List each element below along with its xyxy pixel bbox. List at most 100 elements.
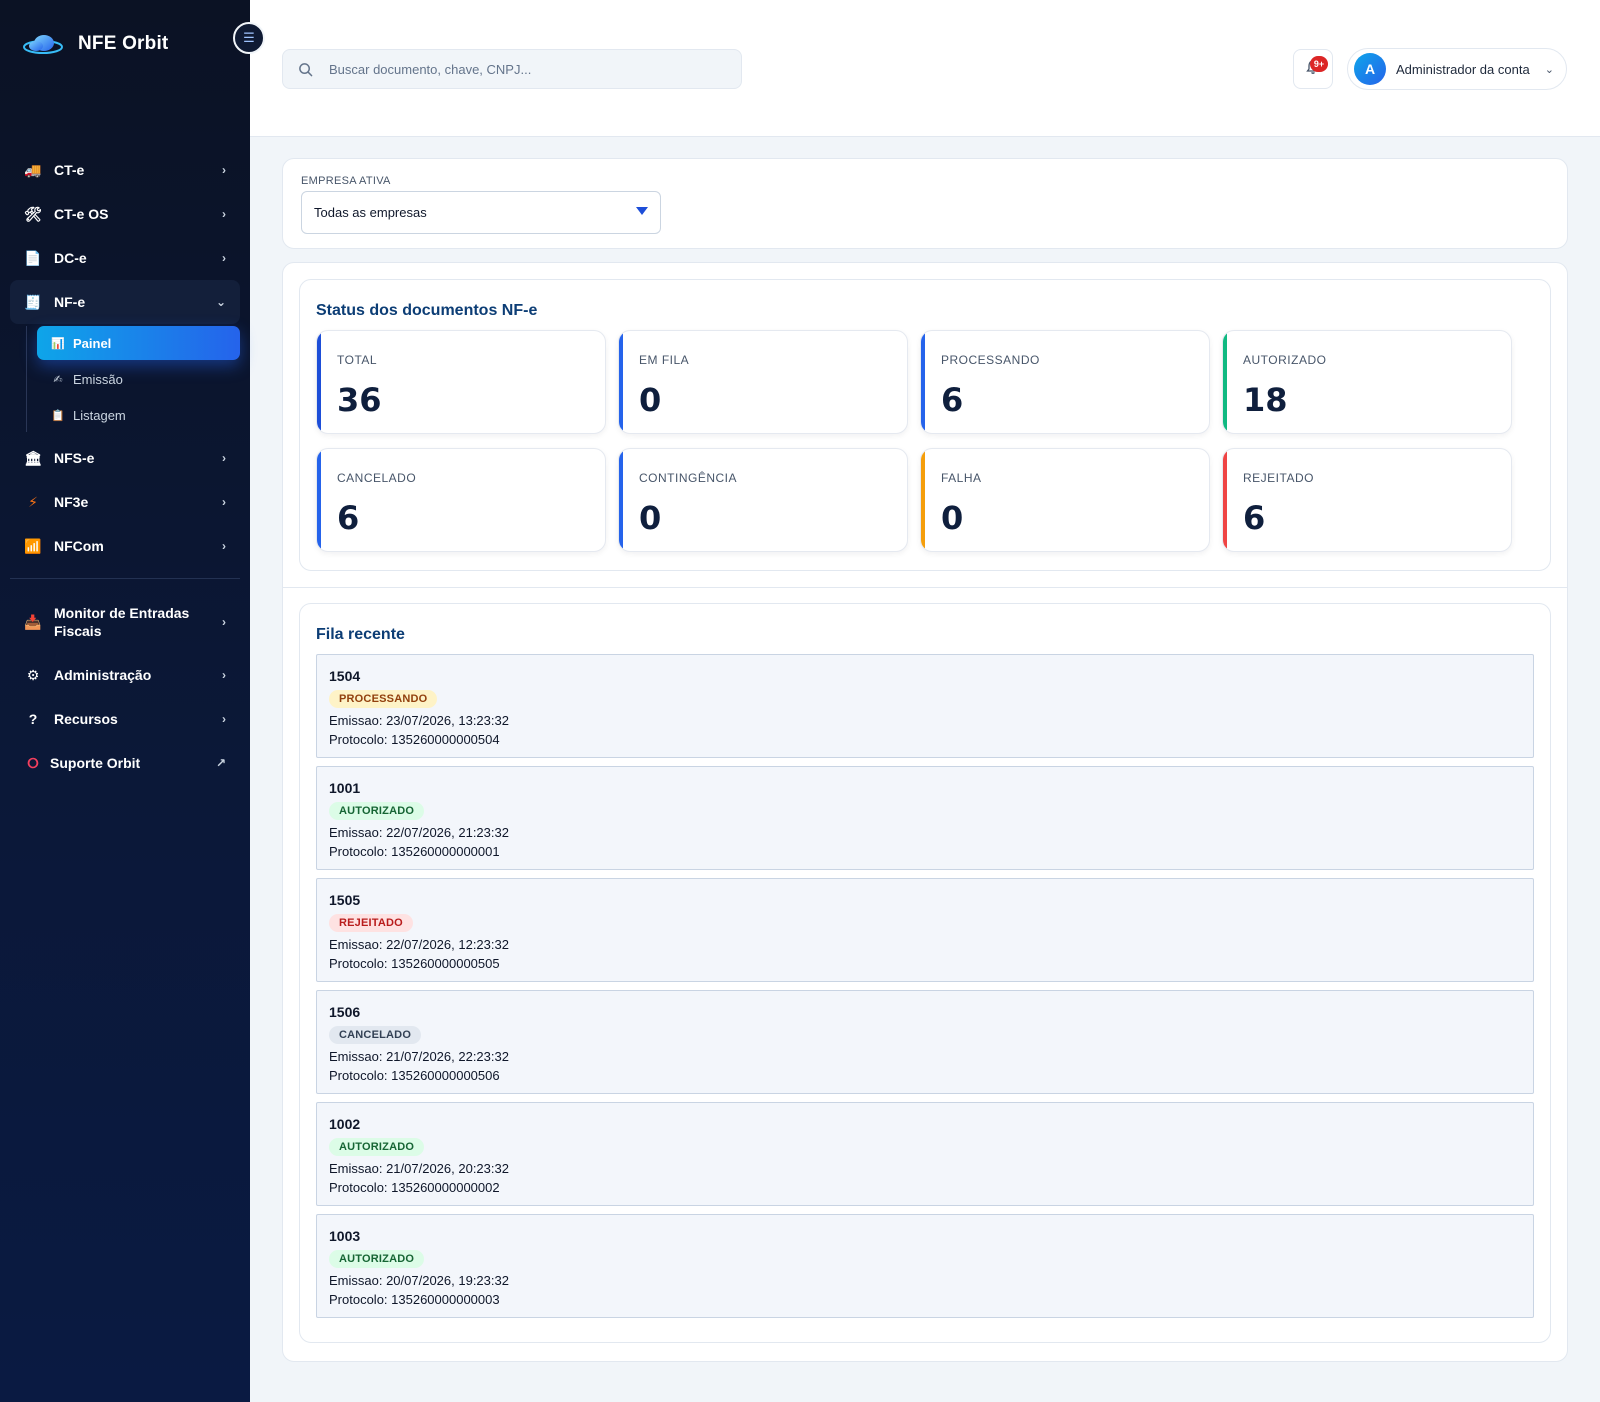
avatar: A	[1354, 53, 1386, 85]
status-badge-wrapper: PROCESSANDO	[329, 685, 1521, 708]
status-card[interactable]: FALHA 0	[920, 448, 1210, 552]
sidebar-subitem-emissao[interactable]: ✍ Emissão	[37, 362, 240, 396]
sidebar-item-monitor-entradas[interactable]: 📥 Monitor de Entradas Fiscais ›	[10, 591, 240, 653]
orbit-logo-icon	[22, 30, 64, 58]
status-card-value: 0	[639, 499, 662, 537]
queue-item[interactable]: 1505 REJEITADO Emissao: 22/07/2026, 12:23:…	[316, 878, 1534, 982]
chevron-right-icon: ›	[222, 668, 226, 682]
queue-item-emissao: Emissao: 22/07/2026, 12:23:32	[329, 937, 509, 952]
brand[interactable]: NFE Orbit	[22, 30, 168, 58]
status-card-value: 36	[337, 381, 382, 419]
notifications-button[interactable]: 9+	[1293, 49, 1333, 89]
status-badge: CANCELADO	[329, 1026, 422, 1044]
sidebar-item-nfse[interactable]: 🏛 NFS-e ›	[10, 436, 240, 480]
queue-title: Fila recente	[316, 626, 405, 643]
queue-item-number: 1002	[329, 1116, 361, 1132]
status-card-value: 6	[941, 381, 964, 419]
sidebar-nav: 🚚 CT-e › 🛠 CT-e OS › 📄 DC-e › 🧾 NF-e ⌄ 📊…	[10, 148, 240, 785]
status-card-label: AUTORIZADO	[1243, 353, 1327, 367]
queue-item-number: 1506	[329, 1004, 361, 1020]
search-input[interactable]	[329, 61, 709, 77]
sidebar-item-label: NF3e	[54, 494, 89, 510]
status-card-label: EM FILA	[639, 353, 690, 367]
nfe-submenu: 📊 Painel ✍ Emissão 📋 Listagem	[26, 326, 240, 432]
status-card[interactable]: EM FILA 0	[618, 330, 908, 434]
sidebar-item-nf3e[interactable]: ⚡ NF3e ›	[10, 480, 240, 524]
sidebar-item-cte-os[interactable]: 🛠 CT-e OS ›	[10, 192, 240, 236]
empresa-label: EMPRESA ATIVA	[301, 175, 391, 187]
queue-item-emissao: Emissao: 23/07/2026, 13:23:32	[329, 713, 509, 728]
status-badge-wrapper: AUTORIZADO	[329, 1245, 1521, 1268]
lightning-icon: ⚡	[28, 493, 38, 510]
tools-icon: 🛠	[24, 205, 42, 222]
document-icon: 📄	[24, 249, 42, 266]
queue-item[interactable]: 1506 CANCELADO Emissao: 21/07/2026, 22:23:…	[316, 990, 1534, 1094]
sidebar-item-label: Monitor de Entradas Fiscais	[54, 605, 190, 639]
status-card-value: 6	[337, 499, 360, 537]
status-card[interactable]: REJEITADO 6	[1222, 448, 1512, 552]
sidebar-item-suporte[interactable]: ⭘ Suporte Orbit ↗	[10, 741, 240, 785]
status-card-label: CANCELADO	[337, 471, 417, 485]
caret-down-icon	[636, 207, 648, 215]
status-badge: AUTORIZADO	[329, 1138, 425, 1156]
collapse-sidebar-button[interactable]: ☰	[233, 22, 265, 54]
receipt-icon: 🧾	[24, 293, 42, 310]
external-link-icon: ↗	[215, 756, 226, 770]
sidebar-item-label: Suporte Orbit	[50, 755, 141, 771]
status-card[interactable]: CANCELADO 6	[316, 448, 606, 552]
status-card[interactable]: TOTAL 36	[316, 330, 606, 434]
chevron-down-icon: ⌄	[215, 295, 226, 309]
signal-chart-icon: 📶	[24, 537, 42, 554]
sidebar-item-cte[interactable]: 🚚 CT-e ›	[10, 148, 240, 192]
status-card-label: PROCESSANDO	[941, 353, 1040, 367]
status-card[interactable]: PROCESSANDO 6	[920, 330, 1210, 434]
sidebar-subitem-listagem[interactable]: 📋 Listagem	[37, 398, 240, 432]
search-icon	[283, 62, 327, 77]
user-name: Administrador da conta	[1396, 61, 1530, 77]
dashboard-card: Status dos documentos NF-e TOTAL 36 EM FIL…	[282, 262, 1568, 1362]
queue-item-protocolo: Protocolo: 135260000000505	[329, 956, 500, 971]
status-card[interactable]: AUTORIZADO 18	[1222, 330, 1512, 434]
sidebar-item-nfe[interactable]: 🧾 NF-e ⌄	[10, 280, 240, 324]
status-badge: AUTORIZADO	[329, 1250, 425, 1268]
menu-icon: ☰	[243, 30, 255, 45]
queue-panel: Fila recente 1504 PROCESSANDO Emissao: 23/…	[299, 603, 1551, 1343]
chevron-right-icon: ›	[222, 712, 226, 726]
status-card-value: 0	[941, 499, 964, 537]
sidebar-item-label: CT-e OS	[54, 206, 109, 222]
queue-item-number: 1003	[329, 1228, 361, 1244]
search-box[interactable]	[282, 49, 742, 89]
queue-item-protocolo: Protocolo: 135260000000504	[329, 732, 500, 747]
empresa-select[interactable]: Todas as empresas	[301, 191, 661, 234]
queue-item-emissao: Emissao: 20/07/2026, 19:23:32	[329, 1273, 509, 1288]
sidebar-subitem-painel[interactable]: 📊 Painel	[37, 326, 240, 360]
queue-item[interactable]: 1002 AUTORIZADO Emissao: 21/07/2026, 20:23…	[316, 1102, 1534, 1206]
sidebar: NFE Orbit ☰ 🚚 CT-e › 🛠 CT-e OS › 📄 DC-e …	[0, 0, 265, 1402]
queue-item-protocolo: Protocolo: 135260000000003	[329, 1292, 500, 1307]
status-badge-wrapper: AUTORIZADO	[329, 797, 1521, 820]
sidebar-item-nfcom[interactable]: 📶 NFCom ›	[10, 524, 240, 568]
chevron-right-icon: ›	[222, 163, 226, 177]
chevron-right-icon: ›	[222, 251, 226, 265]
sidebar-item-label: NFS-e	[54, 450, 95, 466]
queue-item[interactable]: 1001 AUTORIZADO Emissao: 22/07/2026, 21:23…	[316, 766, 1534, 870]
user-menu[interactable]: A Administrador da conta ⌄	[1347, 48, 1567, 90]
sidebar-item-administracao[interactable]: ⚙ Administração ›	[10, 653, 240, 697]
queue-item[interactable]: 1504 PROCESSANDO Emissao: 23/07/2026, 13:2…	[316, 654, 1534, 758]
status-badge: AUTORIZADO	[329, 802, 425, 820]
lifebuoy-icon: ⭘	[27, 754, 39, 771]
sidebar-item-recursos[interactable]: ? Recursos ›	[10, 697, 240, 741]
status-card-value: 0	[639, 381, 662, 419]
status-card-label: TOTAL	[337, 353, 378, 367]
sidebar-item-dce[interactable]: 📄 DC-e ›	[10, 236, 240, 280]
status-card[interactable]: CONTINGÊNCIA 0	[618, 448, 908, 552]
queue-item[interactable]: 1003 AUTORIZADO Emissao: 20/07/2026, 19:23…	[316, 1214, 1534, 1318]
gear-icon: ⚙	[26, 666, 40, 683]
chevron-down-icon: ⌄	[1544, 63, 1554, 76]
sidebar-item-label: NF-e	[54, 294, 86, 310]
status-badge-wrapper: REJEITADO	[329, 909, 1521, 932]
chevron-right-icon: ›	[222, 539, 226, 553]
sidebar-item-label: NFCom	[54, 538, 104, 554]
sidebar-subitem-label: Painel	[73, 335, 112, 351]
brand-name: NFE Orbit	[78, 33, 169, 54]
